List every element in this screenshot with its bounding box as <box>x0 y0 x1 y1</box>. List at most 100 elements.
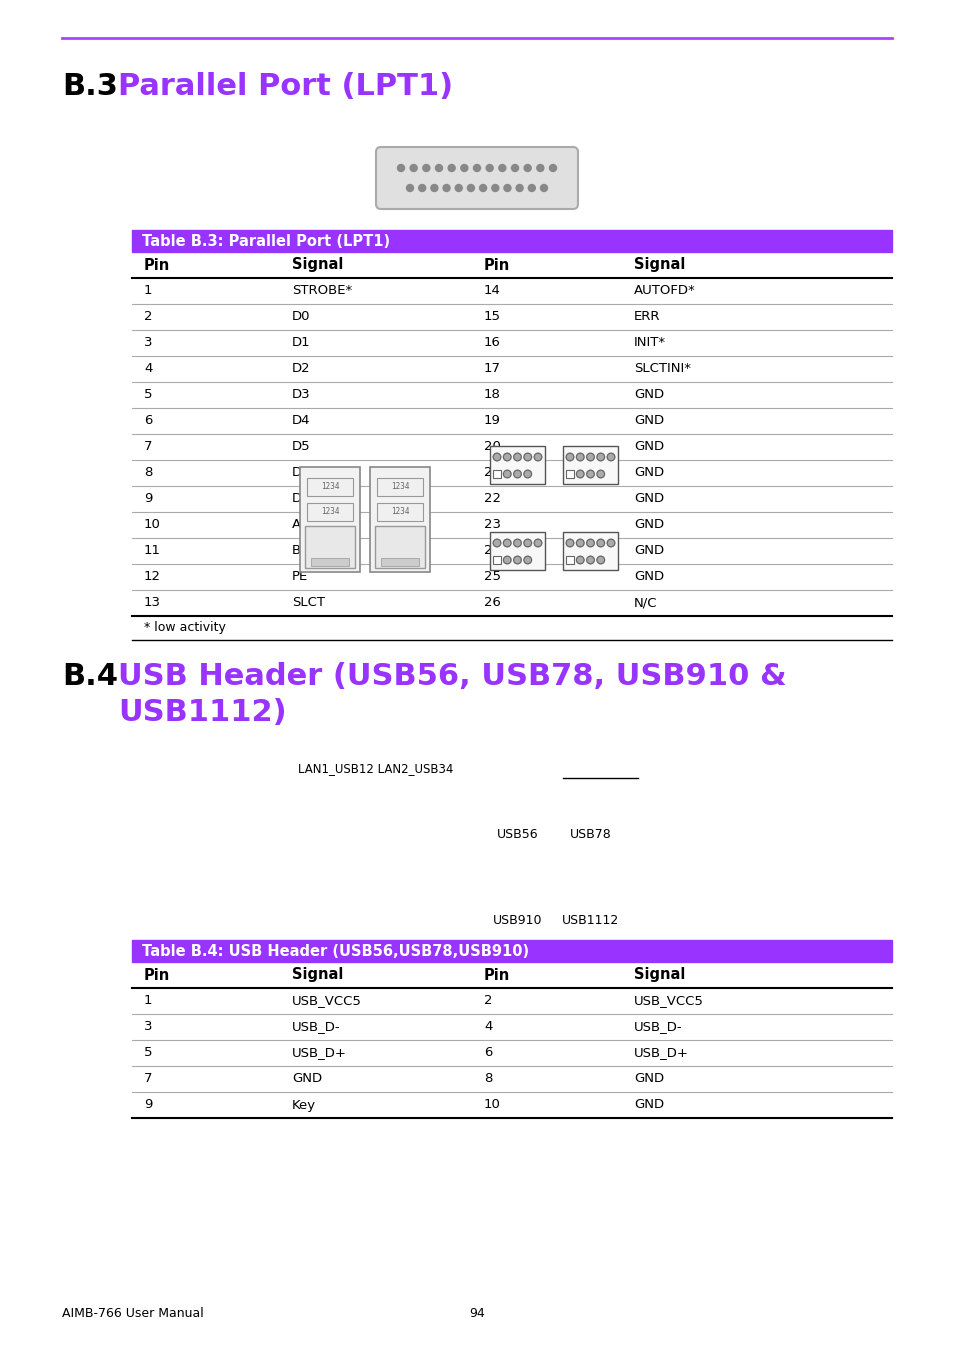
Text: USB56: USB56 <box>497 828 537 841</box>
Circle shape <box>586 470 594 478</box>
Bar <box>376 478 422 495</box>
Text: Signal: Signal <box>292 258 343 273</box>
Text: Signal: Signal <box>634 968 684 983</box>
Circle shape <box>586 539 594 547</box>
Text: 23: 23 <box>483 518 500 532</box>
Text: 24: 24 <box>483 544 500 558</box>
Text: 10: 10 <box>144 518 161 532</box>
Text: USB78: USB78 <box>569 828 611 841</box>
Bar <box>132 940 891 963</box>
Text: 1: 1 <box>144 285 152 297</box>
Text: 14: 14 <box>483 285 500 297</box>
Circle shape <box>422 165 430 171</box>
Circle shape <box>460 165 467 171</box>
Text: 1234: 1234 <box>320 482 339 491</box>
Circle shape <box>442 185 450 192</box>
Circle shape <box>503 185 511 192</box>
Bar <box>132 230 891 252</box>
Text: D1: D1 <box>292 336 311 350</box>
Circle shape <box>523 165 531 171</box>
FancyBboxPatch shape <box>375 147 578 209</box>
Text: 3: 3 <box>144 1021 152 1034</box>
Text: USB_D-: USB_D- <box>634 1021 682 1034</box>
Text: LAN1_USB12 LAN2_USB34: LAN1_USB12 LAN2_USB34 <box>297 761 453 775</box>
Circle shape <box>516 185 522 192</box>
Text: B.3: B.3 <box>62 72 118 101</box>
Text: B.4: B.4 <box>62 662 118 691</box>
Circle shape <box>523 470 531 478</box>
Circle shape <box>597 454 604 460</box>
Text: USB_D+: USB_D+ <box>292 1046 347 1060</box>
Text: 4: 4 <box>144 363 152 375</box>
Circle shape <box>498 165 505 171</box>
Text: USB_VCC5: USB_VCC5 <box>634 995 703 1007</box>
Circle shape <box>513 539 520 547</box>
Text: 1: 1 <box>144 995 152 1007</box>
Text: D5: D5 <box>292 440 311 454</box>
Text: GND: GND <box>634 571 663 583</box>
Text: STROBE*: STROBE* <box>292 285 352 297</box>
Bar <box>562 532 618 570</box>
Text: 11: 11 <box>144 544 161 558</box>
Text: 15: 15 <box>483 310 500 324</box>
Circle shape <box>537 165 543 171</box>
Text: GND: GND <box>634 493 663 505</box>
Circle shape <box>566 539 573 547</box>
Text: USB_D+: USB_D+ <box>634 1046 688 1060</box>
Circle shape <box>513 556 520 564</box>
Circle shape <box>534 454 541 460</box>
Circle shape <box>503 470 511 478</box>
Circle shape <box>540 185 547 192</box>
Text: 9: 9 <box>144 493 152 505</box>
Circle shape <box>491 185 498 192</box>
Bar <box>493 470 500 478</box>
Circle shape <box>586 556 594 564</box>
Bar <box>370 467 430 572</box>
Circle shape <box>528 185 535 192</box>
Text: BUSY: BUSY <box>292 544 327 558</box>
Text: 19: 19 <box>483 414 500 428</box>
Bar <box>490 532 544 570</box>
Text: N/C: N/C <box>634 597 657 609</box>
Text: D0: D0 <box>292 310 310 324</box>
Circle shape <box>418 185 425 192</box>
Circle shape <box>606 454 614 460</box>
Text: Key: Key <box>292 1099 315 1111</box>
Text: PE: PE <box>292 571 308 583</box>
Text: GND: GND <box>634 467 663 479</box>
Text: Signal: Signal <box>292 968 343 983</box>
Text: 18: 18 <box>483 389 500 401</box>
Text: 5: 5 <box>144 1046 152 1060</box>
Circle shape <box>448 165 455 171</box>
Text: 22: 22 <box>483 493 500 505</box>
Bar <box>305 526 355 568</box>
Bar <box>376 504 422 521</box>
Text: USB_D-: USB_D- <box>292 1021 340 1034</box>
Text: D3: D3 <box>292 389 311 401</box>
Text: Pin: Pin <box>483 258 510 273</box>
Circle shape <box>479 185 486 192</box>
Text: 25: 25 <box>483 571 500 583</box>
Circle shape <box>473 165 480 171</box>
Bar <box>562 446 618 485</box>
Text: D7: D7 <box>292 493 311 505</box>
Text: 3: 3 <box>144 336 152 350</box>
Text: 21: 21 <box>483 467 500 479</box>
Text: AIMB-766 User Manual: AIMB-766 User Manual <box>62 1307 204 1320</box>
Circle shape <box>435 165 442 171</box>
Text: D2: D2 <box>292 363 311 375</box>
Text: 94: 94 <box>469 1307 484 1320</box>
Text: 6: 6 <box>483 1046 492 1060</box>
Circle shape <box>523 539 531 547</box>
Circle shape <box>606 539 614 547</box>
Text: 1234: 1234 <box>391 482 409 491</box>
Circle shape <box>597 556 604 564</box>
Text: Table B.4: USB Header (USB56,USB78,USB910): Table B.4: USB Header (USB56,USB78,USB91… <box>142 944 529 958</box>
Circle shape <box>534 539 541 547</box>
Circle shape <box>576 539 583 547</box>
Text: 7: 7 <box>144 1072 152 1085</box>
Bar <box>566 470 573 478</box>
Text: 6: 6 <box>144 414 152 428</box>
Text: 26: 26 <box>483 597 500 609</box>
Text: 8: 8 <box>483 1072 492 1085</box>
